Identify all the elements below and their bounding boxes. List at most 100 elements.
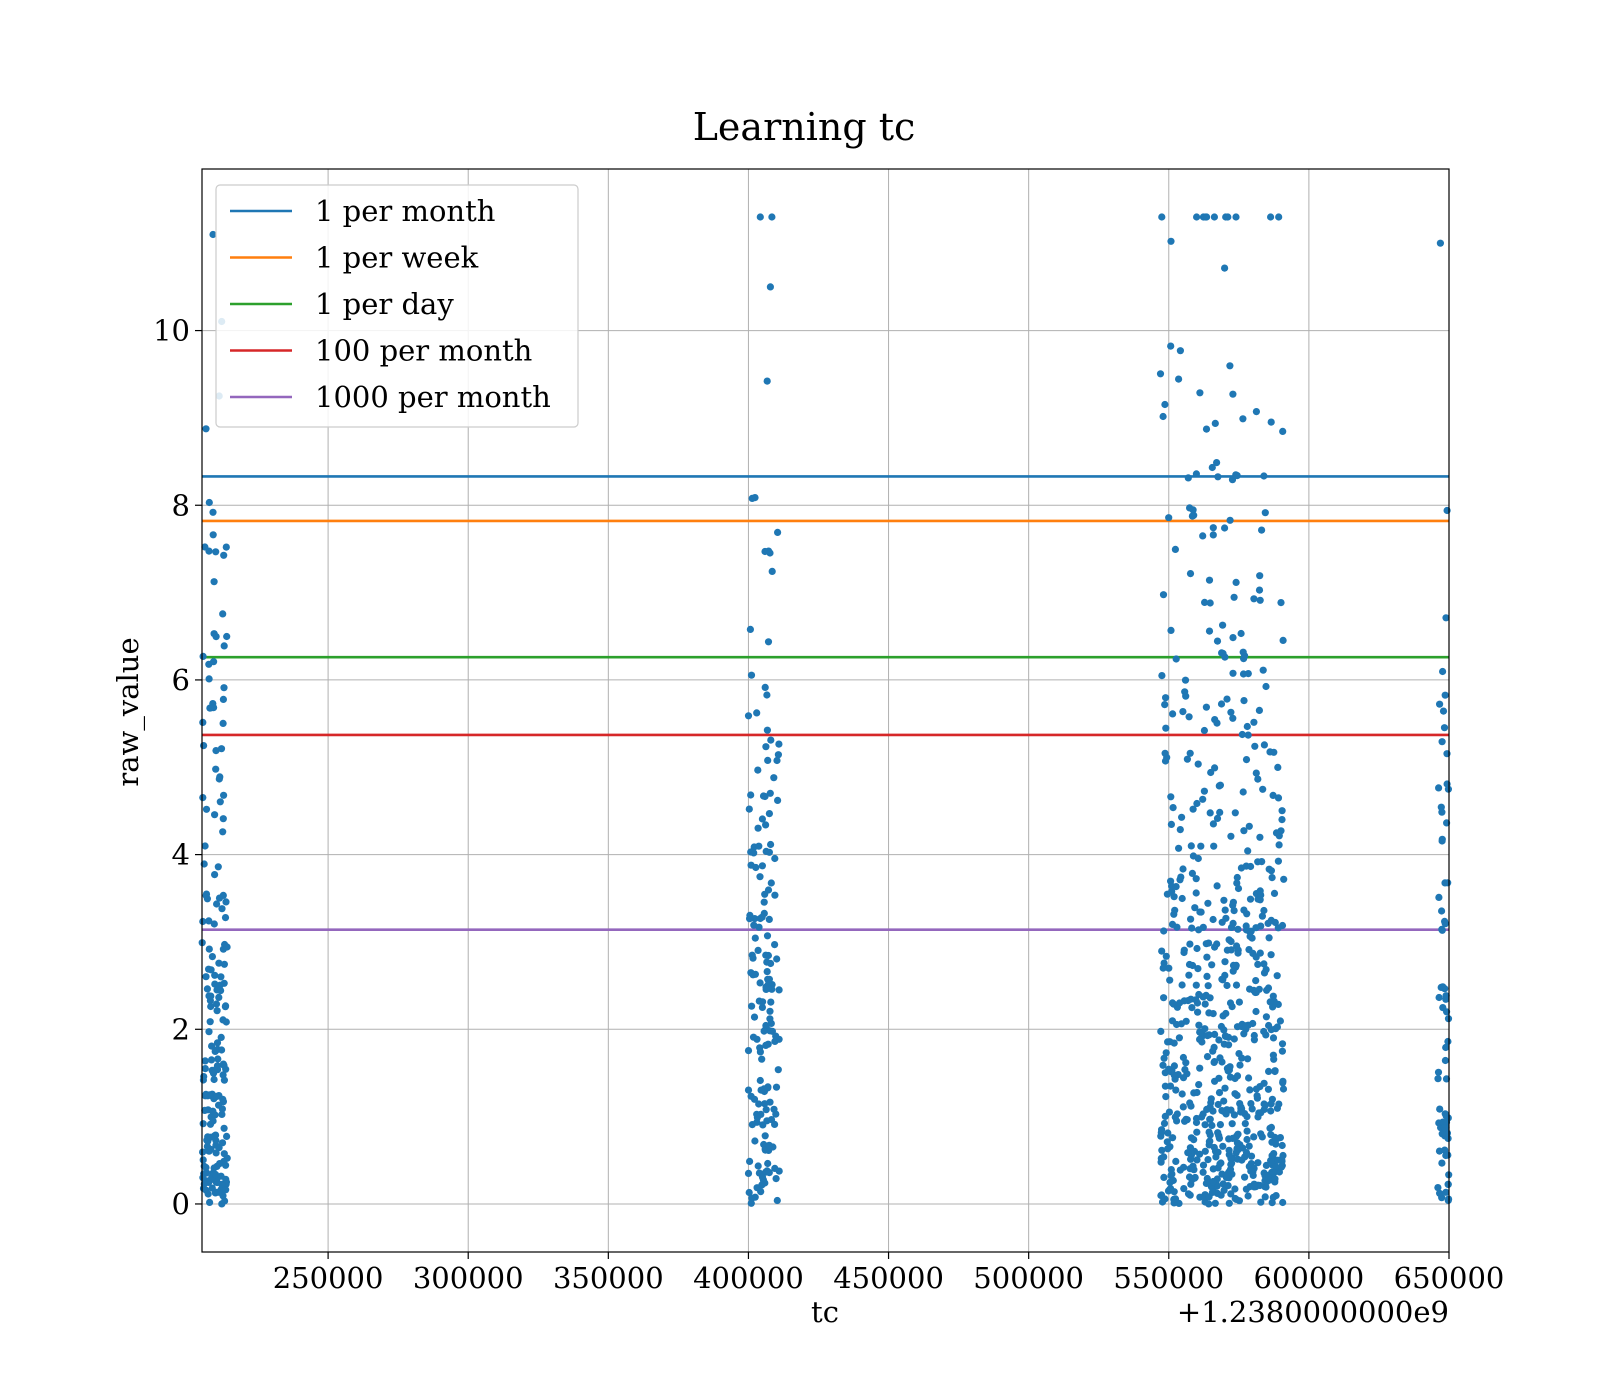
data-point [1199, 532, 1207, 540]
data-point [1204, 1156, 1212, 1164]
data-point [214, 1188, 222, 1196]
data-point [1279, 1085, 1288, 1093]
data-point [1243, 722, 1251, 731]
data-point [1261, 1101, 1269, 1109]
data-point [1220, 1026, 1228, 1034]
data-point [1245, 1074, 1253, 1082]
data-point [1240, 1030, 1248, 1038]
data-point [1218, 1107, 1226, 1115]
data-point [1168, 1170, 1176, 1178]
data-point [1239, 648, 1247, 656]
data-point [1278, 1141, 1286, 1150]
data-point [1265, 1067, 1273, 1075]
data-point [1206, 1115, 1214, 1123]
data-point [207, 1133, 215, 1141]
x-tick-label: 350000 [553, 1261, 664, 1295]
data-point [1238, 1054, 1246, 1062]
data-point [1256, 887, 1264, 895]
data-point [1249, 1019, 1257, 1028]
data-point [1193, 1128, 1201, 1136]
data-point [1161, 701, 1169, 709]
data-point [1176, 826, 1184, 834]
data-point [1221, 524, 1229, 532]
data-point [202, 891, 210, 900]
data-point [1277, 599, 1285, 607]
data-point [214, 863, 222, 871]
data-point [1199, 1168, 1207, 1176]
data-point [1210, 213, 1218, 221]
data-point [1250, 1133, 1258, 1141]
data-point [1167, 237, 1175, 245]
data-point [1250, 1036, 1258, 1044]
data-point [213, 1064, 221, 1072]
data-point [1179, 1053, 1187, 1062]
data-point [1442, 1188, 1450, 1196]
data-point [775, 740, 783, 748]
data-point [1260, 960, 1268, 968]
data-point [201, 1065, 209, 1073]
data-point [765, 810, 774, 818]
data-point [753, 709, 761, 717]
data-point [202, 425, 210, 433]
data-point [219, 1060, 227, 1068]
data-point [1181, 676, 1190, 684]
data-point [751, 970, 760, 978]
data-point [1243, 1127, 1251, 1135]
data-point [1165, 514, 1173, 522]
data-point [219, 828, 227, 836]
data-point [1209, 820, 1217, 828]
data-point [1229, 967, 1237, 975]
data-point [1157, 1027, 1165, 1035]
data-point [1250, 718, 1258, 726]
legend-label: 1000 per month [315, 380, 551, 414]
data-point [758, 1181, 766, 1189]
data-point [1245, 946, 1253, 954]
data-point [206, 1198, 214, 1206]
data-point [1172, 655, 1180, 663]
data-point [774, 751, 783, 759]
data-point [758, 1173, 767, 1181]
data-point [1262, 1161, 1270, 1169]
data-point [762, 951, 770, 959]
data-point [204, 1190, 212, 1198]
data-point [1261, 509, 1269, 517]
data-point [223, 943, 231, 951]
data-point [1169, 804, 1177, 812]
data-point [1247, 1152, 1256, 1160]
data-point [1186, 570, 1195, 578]
data-point [1215, 1089, 1224, 1097]
data-point [199, 1174, 207, 1182]
data-point [1435, 993, 1443, 1002]
data-point [758, 1055, 766, 1063]
data-point [1216, 1160, 1224, 1168]
data-point [771, 854, 779, 863]
data-point [1440, 724, 1449, 732]
data-point [765, 975, 774, 983]
data-point [218, 905, 226, 913]
data-point [1233, 472, 1241, 480]
data-point [1193, 1156, 1201, 1164]
data-point [759, 792, 768, 800]
data-point [1219, 1142, 1227, 1150]
data-point [756, 213, 764, 221]
data-point [1271, 1067, 1279, 1076]
data-point [1201, 1121, 1209, 1129]
data-point [1192, 889, 1200, 897]
data-point [1276, 1017, 1284, 1025]
data-point [774, 528, 782, 537]
data-point [1436, 700, 1444, 708]
data-point [1444, 1196, 1452, 1204]
data-point [1195, 990, 1203, 999]
data-point [1179, 1074, 1188, 1082]
data-point [210, 920, 218, 928]
data-point [758, 815, 767, 823]
data-point [745, 1188, 753, 1197]
data-point [1244, 731, 1252, 739]
data-point [1221, 958, 1229, 966]
data-point [1269, 1051, 1277, 1059]
data-point [209, 230, 217, 239]
data-point [209, 1069, 218, 1077]
data-point [1186, 940, 1194, 948]
data-point [200, 742, 208, 750]
data-point [771, 941, 779, 949]
